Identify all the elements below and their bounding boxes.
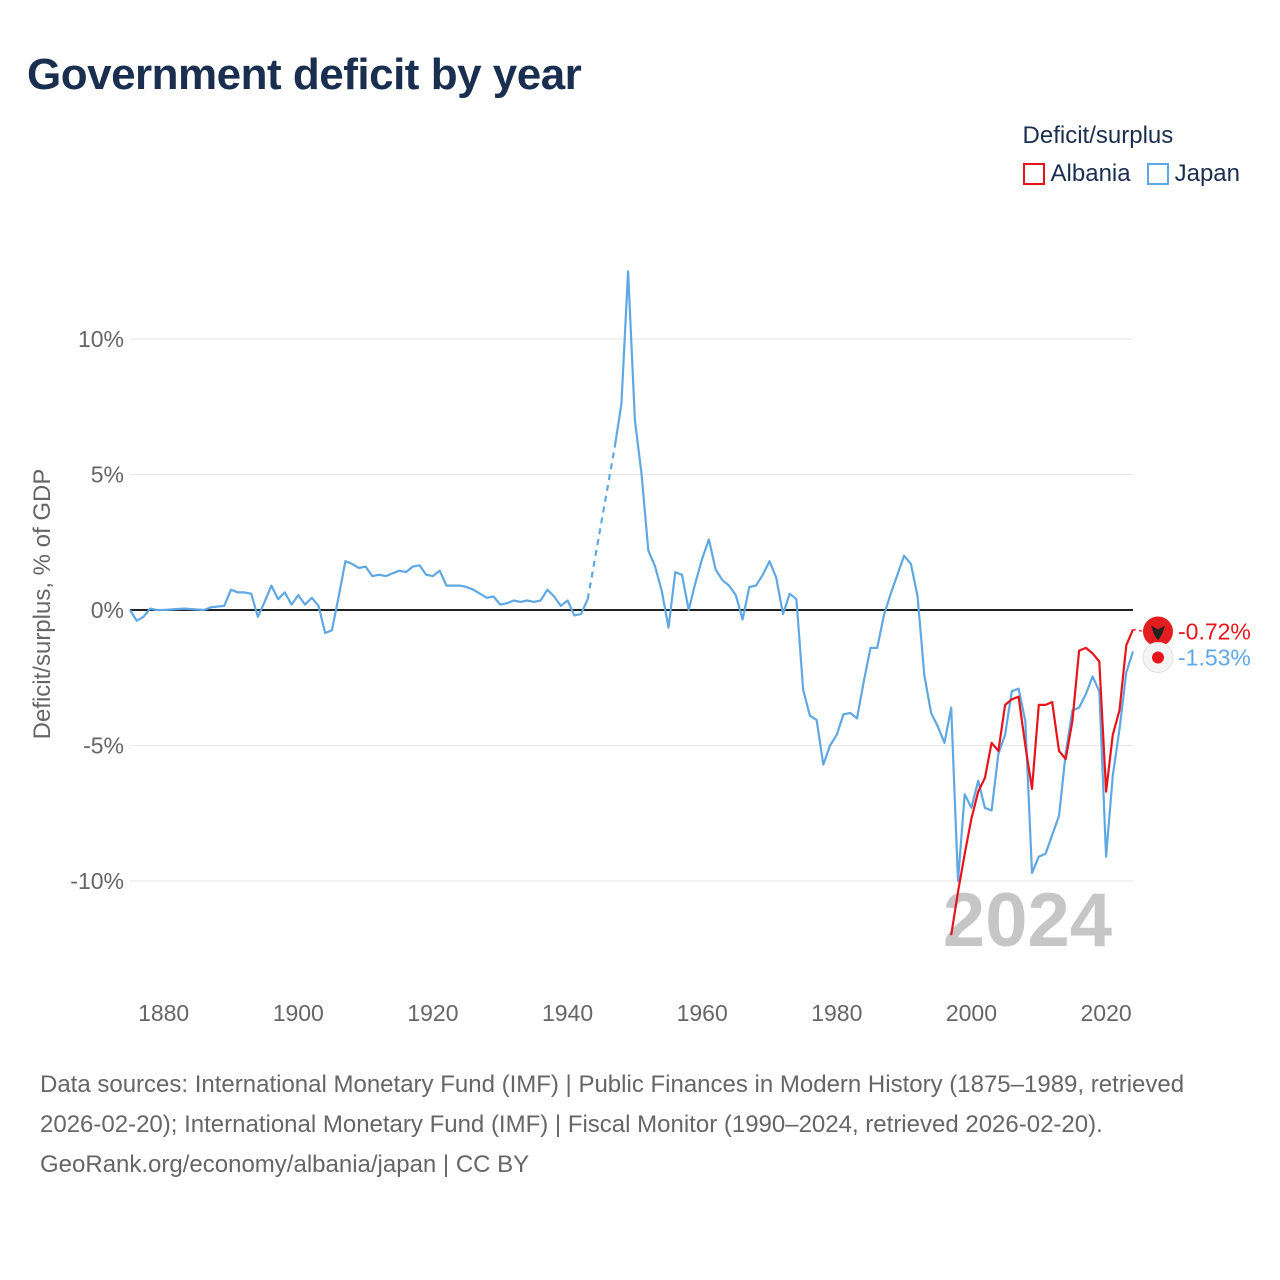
japan-sun-icon bbox=[1152, 651, 1164, 664]
series-gap-japan bbox=[586, 447, 616, 600]
chart-title: Government deficit by year bbox=[27, 50, 582, 99]
x-tick-label: 2000 bbox=[946, 1000, 997, 1026]
y-tick-label: 10% bbox=[78, 326, 124, 352]
year-watermark: 2024 bbox=[943, 878, 1112, 963]
y-tick-label: 5% bbox=[91, 462, 124, 488]
y-axis-label: Deficit/surplus, % of GDP bbox=[29, 469, 56, 740]
y-tick-label: -10% bbox=[70, 868, 124, 894]
japan-end-label: -1.53% bbox=[1178, 644, 1251, 670]
x-tick-label: 2020 bbox=[1080, 1000, 1131, 1026]
x-tick-label: 1900 bbox=[273, 1000, 324, 1026]
y-tick-label: 0% bbox=[91, 597, 124, 623]
footer: Data sources: International Monetary Fun… bbox=[40, 1065, 1240, 1185]
series-line-albania[interactable] bbox=[950, 629, 1135, 936]
x-axis-ticks: 1880 1900 1920 1940 1960 1980 2000 2020 bbox=[138, 1000, 1132, 1026]
x-tick-label: 1960 bbox=[677, 1000, 728, 1026]
series-line-japan[interactable] bbox=[613, 270, 1135, 883]
x-tick-label: 1980 bbox=[811, 1000, 862, 1026]
series-endpoints: -0.72%-1.53% bbox=[1132, 616, 1251, 673]
albania-leader-line bbox=[1132, 628, 1145, 633]
legend-item-albania[interactable]: Albania bbox=[1022, 160, 1131, 188]
legend: Deficit/surplus Albania Japan bbox=[1022, 122, 1240, 188]
albania-eagle-icon bbox=[1151, 625, 1165, 641]
credit-link[interactable]: GeoRank.org/economy/albania/japan | CC B… bbox=[40, 1151, 530, 1178]
albania-end-label: -0.72% bbox=[1178, 619, 1251, 645]
series-line-japan[interactable] bbox=[129, 560, 589, 635]
legend-swatch-japan bbox=[1146, 163, 1169, 185]
legend-swatch-albania bbox=[1022, 163, 1045, 185]
legend-label-albania: Albania bbox=[1050, 160, 1131, 187]
series-lines bbox=[129, 270, 1135, 936]
legend-item-japan[interactable]: Japan bbox=[1146, 160, 1240, 188]
legend-title: Deficit/surplus bbox=[1022, 122, 1174, 149]
line-chart: 10% 5% 0% -5% -10% 1880 1900 1920 1940 1960 1980 2… bbox=[29, 270, 1251, 1026]
gridlines bbox=[130, 338, 1133, 882]
x-tick-label: 1940 bbox=[542, 1000, 593, 1026]
y-tick-label: -5% bbox=[83, 733, 124, 759]
legend-label-japan: Japan bbox=[1174, 160, 1240, 187]
y-axis-ticks: 10% 5% 0% -5% -10% bbox=[70, 326, 124, 894]
x-tick-label: 1880 bbox=[138, 1000, 189, 1026]
data-sources: Data sources: International Monetary Fun… bbox=[40, 1071, 1185, 1138]
x-tick-label: 1920 bbox=[407, 1000, 458, 1026]
